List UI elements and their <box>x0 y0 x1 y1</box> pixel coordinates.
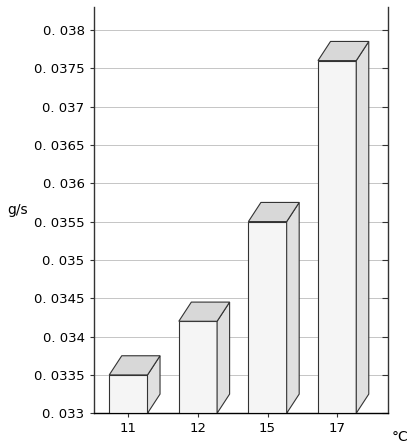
X-axis label: °C: °C <box>391 430 408 444</box>
Y-axis label: g/s: g/s <box>7 203 28 217</box>
Polygon shape <box>148 356 160 413</box>
Polygon shape <box>109 356 160 375</box>
Polygon shape <box>318 42 369 60</box>
Polygon shape <box>318 60 356 413</box>
Polygon shape <box>248 222 287 413</box>
Polygon shape <box>179 321 217 413</box>
Polygon shape <box>356 42 369 413</box>
Polygon shape <box>217 302 230 413</box>
Polygon shape <box>109 375 148 413</box>
Polygon shape <box>287 202 299 413</box>
Polygon shape <box>179 302 230 321</box>
Polygon shape <box>248 202 299 222</box>
